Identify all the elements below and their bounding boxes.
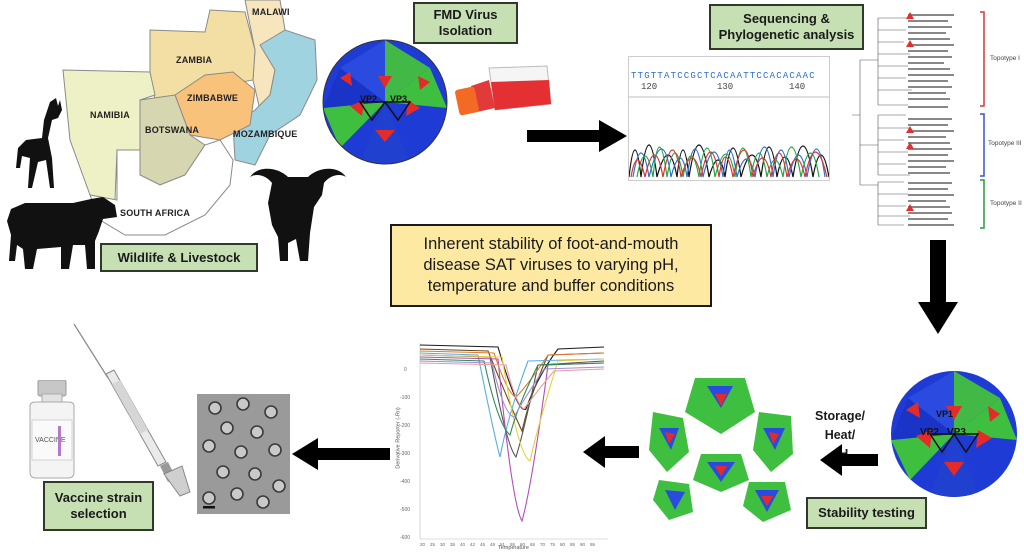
svg-text:-600: -600 [400, 535, 410, 541]
main-title-box: Inherent stability of foot-and-mouth dis… [390, 224, 712, 307]
tree-topotype-ii: Topotype II [990, 200, 1022, 207]
antelope-icon [16, 98, 62, 188]
virus-label-vp2-top: VP2 [360, 94, 378, 104]
svg-text:40: 40 [460, 542, 466, 547]
chromatogram-sequence: TTGTTATCCGCTCACAATTCCACACAAC [631, 71, 816, 81]
chromatogram-traces [629, 96, 829, 178]
svg-text:70: 70 [540, 542, 546, 547]
arrow-down [918, 240, 958, 334]
virus-label-vp3-top: VP3 [390, 94, 408, 104]
arrow-left-storage [820, 444, 878, 476]
syringe-icon [73, 323, 191, 497]
svg-text:51: 51 [500, 542, 506, 547]
arrow-right-1 [527, 120, 627, 152]
southern-africa-map [62, 0, 318, 236]
svg-text:-400: -400 [400, 479, 410, 485]
chromatogram-panel: TTGTTATCCGCTCACAATTCCACACAAC 120 130 140 [628, 56, 830, 181]
dissociated-capsid-icon [649, 378, 793, 522]
chromatogram-tick-130: 130 [717, 82, 734, 92]
tree-topotype-iii: Topotype III [988, 140, 1022, 147]
svg-text:48: 48 [490, 542, 496, 547]
svg-text:35: 35 [450, 542, 456, 547]
virus-capsid-intact-icon [891, 371, 1017, 497]
phylogenetic-tree [852, 11, 985, 229]
tree-topotype-i: Topotype I [990, 55, 1020, 62]
melt-curve-panel: Derivative Reporter (-Rn) 0 -100 -200 -300… [396, 335, 610, 553]
vaccine-strain-selection-label: Vaccine strain selection [43, 481, 154, 531]
melt-x-ticks: 20 25 30 35 40 42 45 48 51 55 60 65 70 75 80 85 90 95 [420, 542, 596, 547]
sequencing-phylogenetic-label: Sequencing & Phylogenetic analysis [709, 4, 864, 50]
mozambique-shape [232, 29, 318, 166]
map-label-south-africa: SOUTH AFRICA [120, 208, 191, 218]
svg-text:95: 95 [590, 542, 596, 547]
arrow-left-em [292, 438, 390, 470]
svg-text:0: 0 [404, 367, 407, 373]
buffalo-icon [250, 168, 346, 261]
cow-icon [7, 197, 117, 269]
svg-text:-300: -300 [400, 451, 410, 457]
svg-text:25: 25 [430, 542, 436, 547]
map-label-botswana: BOTSWANA [145, 125, 200, 135]
fmd-virus-isolation-label: FMD Virus Isolation [413, 2, 518, 44]
svg-text:42: 42 [470, 542, 476, 547]
svg-text:-200: -200 [400, 423, 410, 429]
svg-text:30: 30 [440, 542, 446, 547]
melt-x-axis-label: Temperature [498, 545, 529, 551]
svg-text:85: 85 [570, 542, 576, 547]
map-label-mozambique: MOZAMBIQUE [233, 129, 298, 139]
stability-testing-label: Stability testing [806, 497, 927, 529]
svg-text:60: 60 [520, 542, 526, 547]
map-label-namibia: NAMIBIA [90, 110, 130, 120]
svg-text:65: 65 [530, 542, 536, 547]
svg-text:80: 80 [560, 542, 566, 547]
zimbabwe-shape [174, 71, 256, 141]
svg-text:20: 20 [420, 542, 426, 547]
svg-text:90: 90 [580, 542, 586, 547]
map-label-malawi: MALAWI [252, 7, 290, 17]
virus-label-vp2: VP2 [920, 427, 939, 438]
virus-label-vp3: VP3 [947, 427, 966, 438]
arrow-left-melt [583, 436, 639, 468]
svg-text:45: 45 [480, 542, 486, 547]
svg-text:55: 55 [510, 542, 516, 547]
vaccine-vial-icon: VACCINE [29, 380, 75, 479]
map-label-zimbabwe: ZIMBABWE [187, 93, 239, 103]
svg-text:-500: -500 [400, 507, 410, 513]
chromatogram-tick-120: 120 [641, 82, 658, 92]
electron-micrograph [197, 394, 290, 514]
map-label-zambia: ZAMBIA [176, 55, 213, 65]
virus-capsid-icon [322, 39, 448, 165]
culture-flask-icon [455, 65, 552, 116]
chromatogram-tick-140: 140 [789, 82, 806, 92]
wildlife-livestock-label: Wildlife & Livestock [100, 243, 258, 272]
svg-text:75: 75 [550, 542, 556, 547]
svg-text:-100: -100 [400, 395, 410, 401]
melt-y-ticks: 0 -100 -200 -300 -400 -500 -600 [400, 367, 410, 541]
vial-label-text: VACCINE [35, 437, 66, 444]
south-africa-shape [89, 139, 234, 236]
virus-label-vp1: VP1 [936, 409, 954, 419]
melt-curve-chart: 0 -100 -200 -300 -400 -500 -600 20 25 30 35 40 42… [400, 343, 608, 547]
